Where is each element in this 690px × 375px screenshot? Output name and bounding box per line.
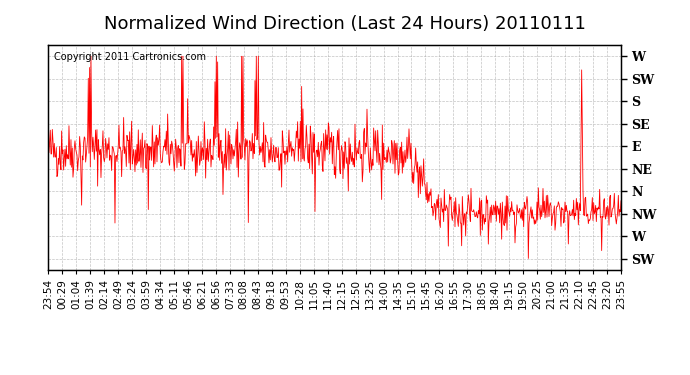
Text: Normalized Wind Direction (Last 24 Hours) 20110111: Normalized Wind Direction (Last 24 Hours…: [104, 15, 586, 33]
Text: Copyright 2011 Cartronics.com: Copyright 2011 Cartronics.com: [54, 52, 206, 62]
